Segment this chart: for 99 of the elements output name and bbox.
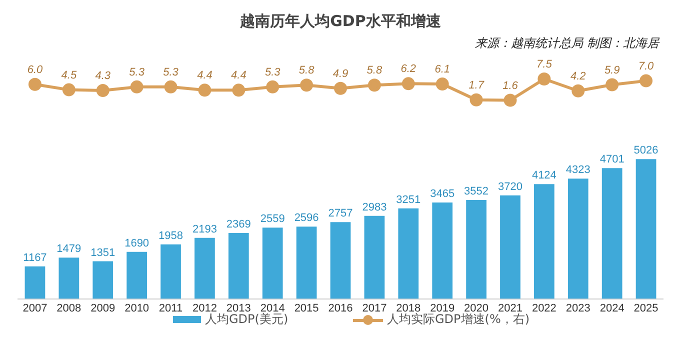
point [334, 82, 347, 95]
bar [296, 226, 317, 299]
data-label: 6.1 [434, 64, 450, 76]
bar [364, 216, 385, 299]
bar [92, 261, 114, 299]
bar [534, 184, 554, 299]
bar [160, 244, 181, 299]
x-tick-label: 2019 [430, 302, 455, 314]
point [504, 94, 517, 107]
bar [432, 202, 453, 299]
data-label: 4.5 [61, 69, 78, 82]
point [538, 72, 551, 86]
legend-label: 人均GDP(美元) [205, 312, 288, 328]
x-tick-label: 2017 [362, 302, 387, 314]
data-label: 4124 [532, 170, 556, 182]
point [300, 78, 314, 92]
point [130, 80, 144, 94]
point [96, 84, 110, 98]
x-tick-label: 2023 [566, 302, 590, 314]
data-label: 5.8 [298, 64, 316, 77]
bar [466, 200, 486, 299]
data-label: 5.8 [366, 64, 383, 77]
point [640, 74, 653, 88]
x-tick-label: 2021 [498, 302, 522, 314]
x-tick-label: 2008 [56, 302, 82, 314]
chart-title: 越南历年人均GDP水平和增速 [239, 11, 442, 31]
x-tick-label: 2010 [124, 302, 150, 314]
bar [636, 159, 656, 299]
data-label: 4.3 [95, 70, 112, 82]
data-label: 1.6 [502, 80, 519, 92]
data-label: 3251 [396, 194, 421, 206]
point [402, 77, 415, 90]
x-tick-label: 2014 [260, 302, 285, 314]
data-label: 4.4 [197, 70, 212, 82]
bar [330, 222, 351, 299]
data-label: 2596 [294, 212, 319, 224]
data-label: 1351 [90, 246, 116, 259]
point [436, 78, 449, 91]
data-label: 4323 [566, 164, 590, 176]
bar [228, 232, 249, 299]
data-label: 3465 [430, 188, 455, 200]
data-label: 7.0 [638, 60, 655, 72]
bar [262, 228, 283, 299]
point [606, 78, 619, 92]
data-label: 7.5 [536, 58, 553, 71]
data-label: 6.0 [27, 64, 44, 76]
x-tick-label: 2015 [294, 302, 319, 314]
data-label: 5.3 [264, 66, 282, 78]
point [62, 83, 76, 96]
data-label: 3552 [464, 186, 489, 198]
x-tick-label: 2013 [226, 302, 251, 314]
x-tick-label: 2011 [158, 302, 183, 314]
x-tick-label: 2024 [600, 302, 624, 314]
data-label: 5.9 [604, 64, 620, 76]
point [572, 84, 585, 98]
data-label: 1479 [56, 243, 82, 256]
data-label: 1690 [124, 237, 150, 250]
data-label: 1.7 [468, 79, 485, 92]
bar [194, 238, 215, 299]
data-label: 4.4 [231, 70, 246, 82]
x-tick-label: 2022 [532, 302, 556, 314]
data-label: 5026 [634, 144, 658, 157]
data-label: 4.2 [570, 70, 586, 82]
bar [602, 168, 622, 299]
point [28, 78, 42, 91]
legend-label: 人均实际GDP增速(%，右) [387, 312, 530, 328]
data-label: 3720 [498, 180, 522, 193]
data-label: 2559 [260, 213, 285, 226]
point [266, 80, 280, 94]
bar [58, 258, 80, 299]
x-tick-label: 2007 [22, 302, 48, 314]
x-tick-label: 2025 [634, 302, 658, 314]
point [368, 78, 381, 92]
data-label: 2193 [192, 223, 217, 236]
data-label: 4701 [600, 154, 624, 166]
data-label: 4.9 [332, 68, 348, 80]
data-label: 5.3 [129, 66, 146, 78]
data-label: 2983 [362, 201, 387, 214]
point [232, 84, 246, 97]
data-label: 2757 [328, 208, 353, 220]
bar [126, 252, 147, 299]
x-tick-label: 2016 [328, 302, 353, 314]
x-tick-label: 2018 [396, 302, 421, 314]
bar [24, 266, 46, 299]
bar [500, 195, 520, 299]
x-tick-label: 2020 [464, 302, 489, 314]
data-label: 2369 [226, 218, 251, 230]
point [470, 93, 483, 106]
data-label: 1958 [158, 230, 184, 242]
source-note: 来源：越南统计总局 制图：北海居 [474, 35, 661, 52]
point [164, 80, 178, 94]
data-label: 6.2 [400, 63, 416, 76]
x-tick-label: 2009 [90, 302, 116, 314]
bar [398, 208, 419, 299]
bar [568, 178, 588, 299]
data-label: 1167 [23, 252, 47, 264]
x-tick-label: 2012 [192, 302, 217, 314]
data-label: 5.3 [163, 66, 180, 78]
point [198, 84, 212, 97]
